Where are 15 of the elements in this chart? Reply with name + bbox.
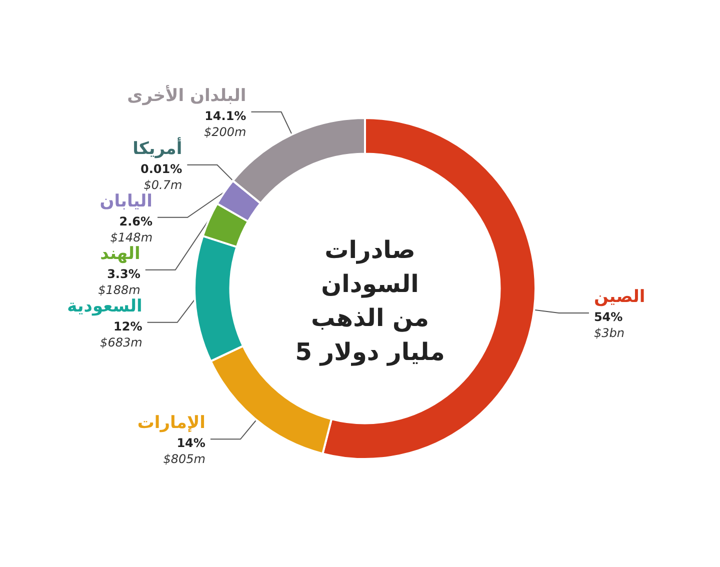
data-label: 14% $805m — [163, 436, 206, 466]
data-label: 12% $683m — [100, 319, 142, 350]
slice-label: السعودية — [67, 296, 142, 316]
slice-label: الإمارات — [137, 413, 206, 434]
data-label: 3.3% $188m — [98, 266, 140, 297]
data-label: 2.6% $148m — [110, 214, 153, 244]
slice-label: الصين — [594, 286, 646, 307]
slice-label: البلدان الأخرى — [127, 84, 246, 106]
text: صادرات السودان من الذهب 5 مليار دولار — [295, 236, 445, 366]
slice-label: أمريكا — [132, 136, 182, 159]
data-label: 14.1% $200m — [204, 108, 246, 139]
slice-label: الهند — [100, 244, 140, 264]
data-label: 0.01% $0.7m — [140, 162, 182, 192]
data-label: 54% $3bn — [594, 310, 624, 340]
slice-label: اليابان — [100, 191, 153, 212]
